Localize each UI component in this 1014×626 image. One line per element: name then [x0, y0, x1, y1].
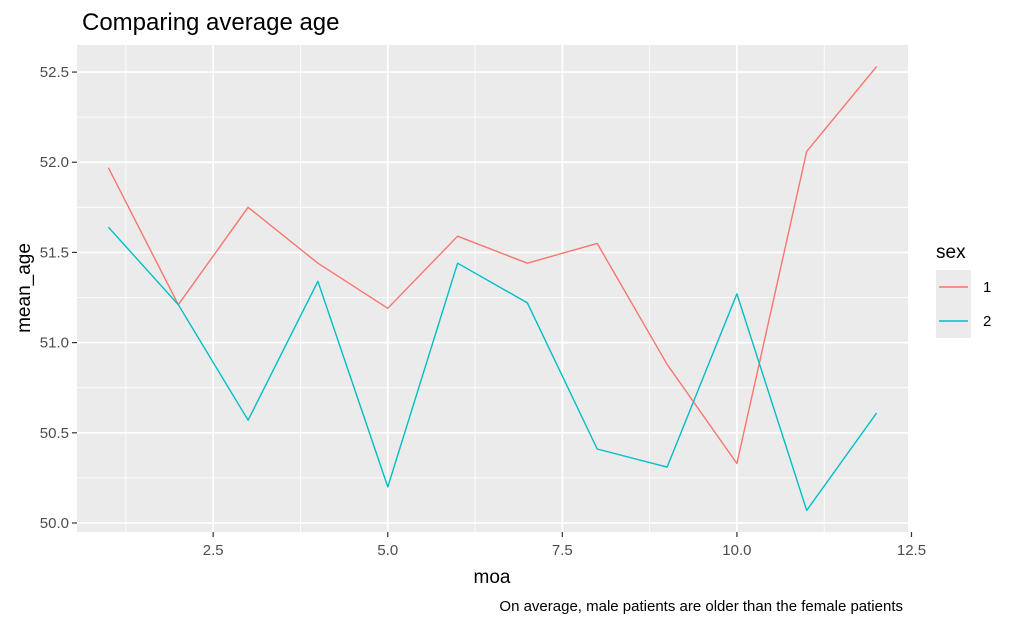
series-line-2 [107, 226, 878, 512]
y-tick-label: 51.5 [40, 244, 69, 261]
y-tick-label: 52.0 [40, 154, 69, 171]
x-tick-label: 5.0 [377, 542, 398, 559]
x-tick-label: 7.5 [552, 542, 573, 559]
chart-title: Comparing average age [82, 9, 340, 36]
y-axis-title: mean_age [14, 243, 35, 333]
legend: sex 1 2 [936, 242, 991, 338]
x-tick-label: 2.5 [203, 542, 224, 559]
x-tick-label: 10.0 [722, 542, 751, 559]
plot-panel [77, 45, 908, 532]
legend-title: sex [936, 242, 966, 263]
y-tick-label: 50.0 [40, 515, 69, 532]
legend-label-2: 2 [983, 313, 991, 330]
series-line-1 [107, 66, 878, 465]
y-tick-label: 51.0 [40, 335, 69, 352]
series-lines [107, 66, 878, 512]
x-axis-title: moa [474, 567, 511, 588]
legend-label-1: 1 [983, 279, 991, 296]
minor-gridlines [77, 45, 908, 532]
y-tick-label: 50.5 [40, 425, 69, 442]
chart-caption: On average, male patients are older than… [499, 598, 903, 615]
tick-labels: 2.5 5.0 7.5 10.0 12.5 50.0 50.5 51.0 51.5 52.0 52.… [40, 64, 926, 559]
x-tick-label: 12.5 [897, 542, 926, 559]
axis-ticks [72, 71, 913, 537]
y-tick-label: 52.5 [40, 64, 69, 81]
